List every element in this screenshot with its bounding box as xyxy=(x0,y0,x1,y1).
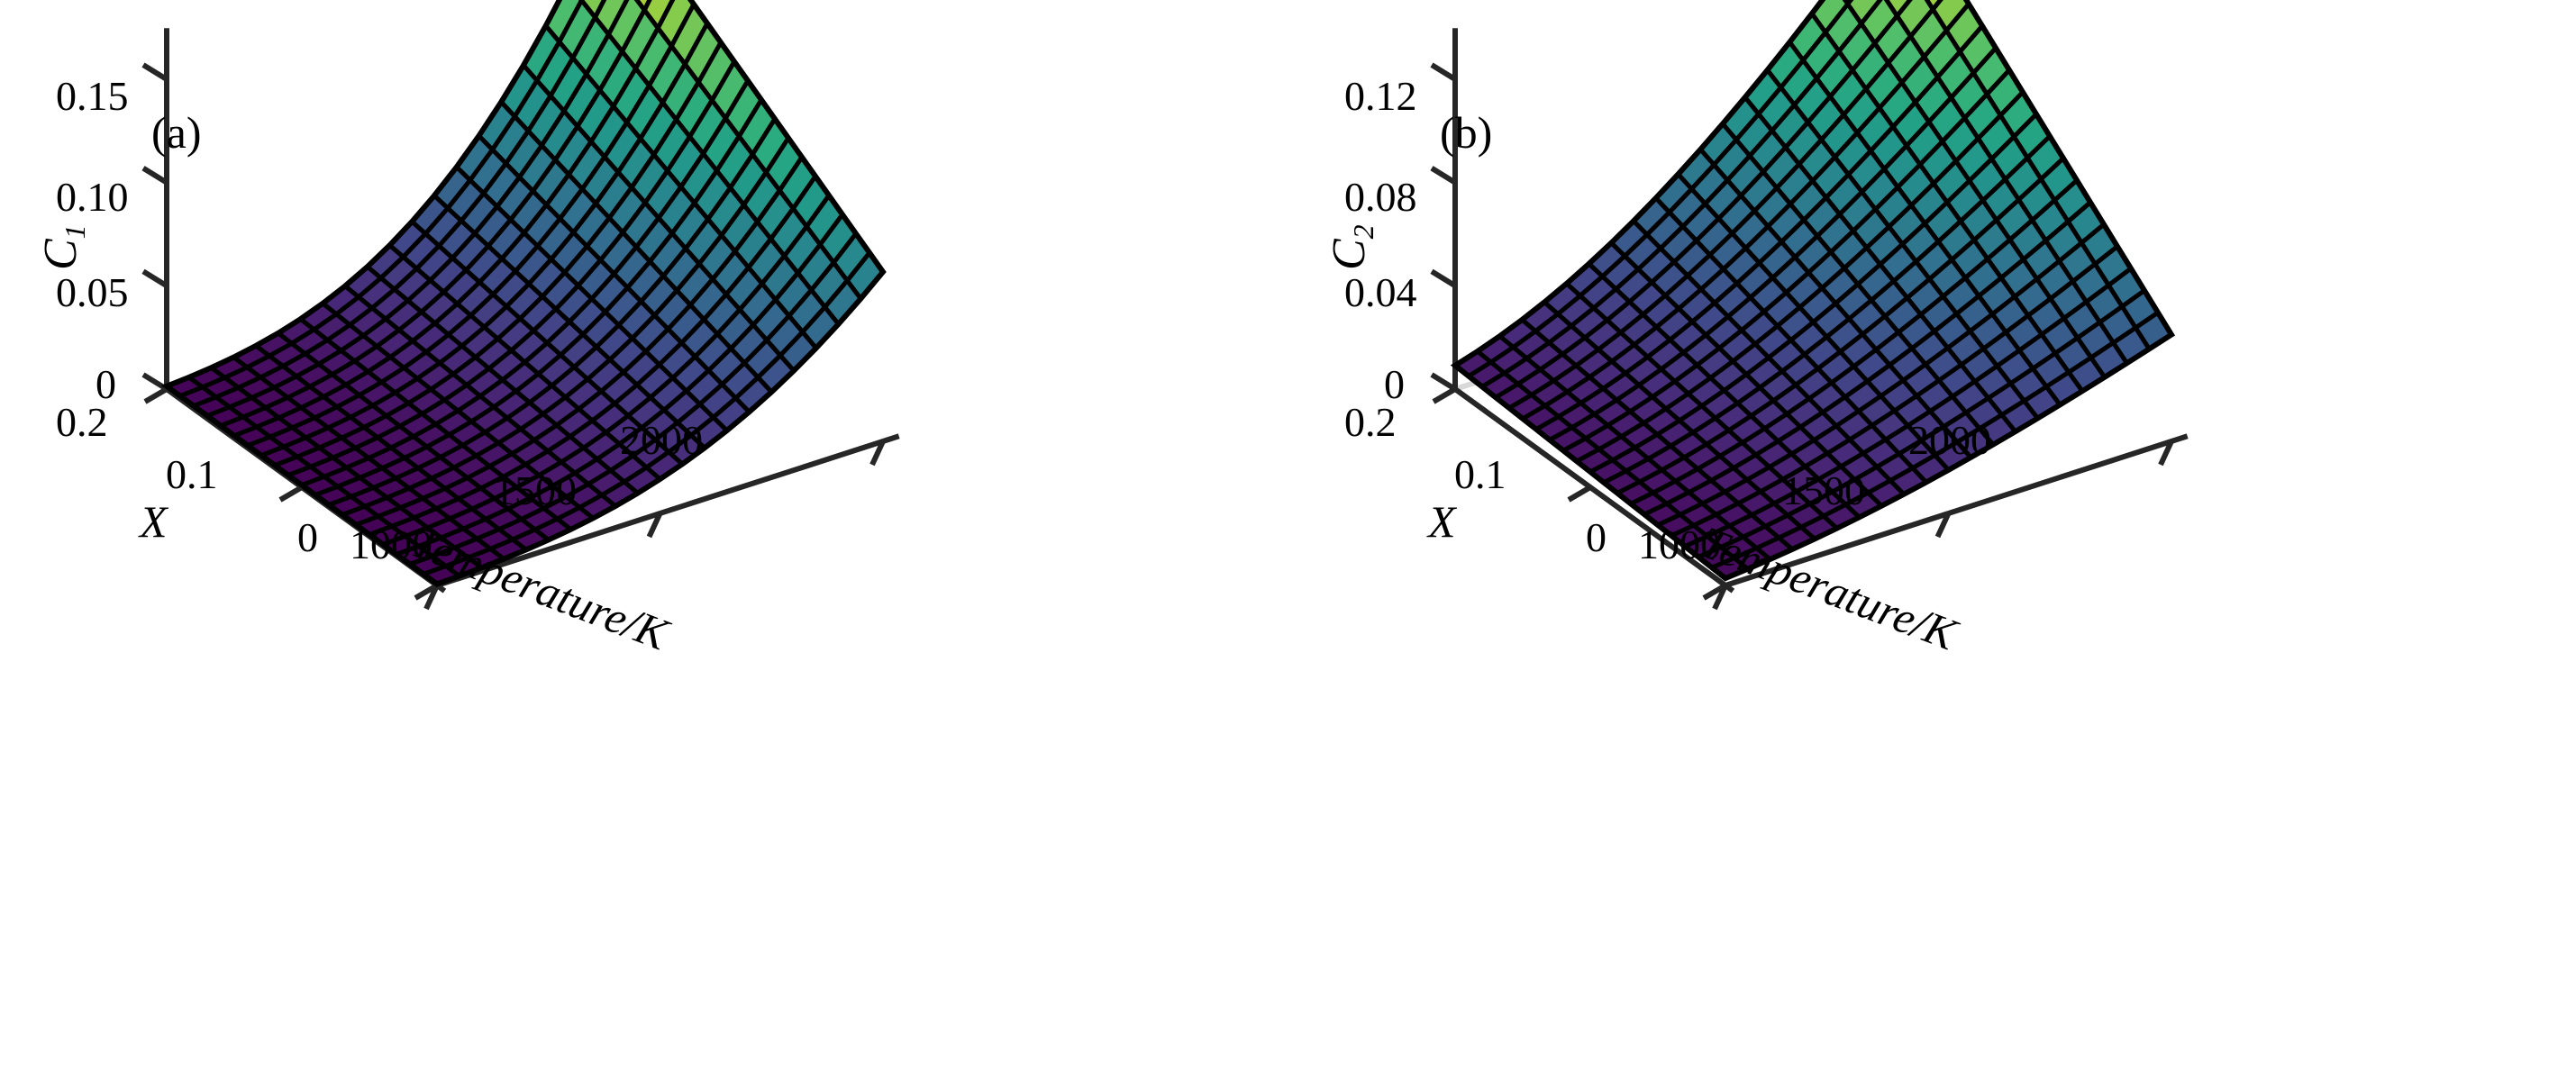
x-axis-label-a: X xyxy=(140,496,168,547)
z-tick-a-0: 0 xyxy=(96,361,116,407)
x-tick-a-2: 0 xyxy=(297,514,318,560)
y-tick-a-1: 1500 xyxy=(494,467,577,513)
x-tick-b-2: 0 xyxy=(1586,514,1607,560)
panel-b: (b) C2 0.12 0.08 0.04 0 0.2 0.1 0 X 1000… xyxy=(1288,0,2576,1088)
panel-label-a: (a) xyxy=(151,107,202,158)
y-tick-b-0: 1000 xyxy=(1638,521,1721,567)
x-tick-b-1: 0.1 xyxy=(1454,451,1506,497)
z-tick-b-2: 0.08 xyxy=(1344,174,1417,220)
y-tick-a-2: 2000 xyxy=(620,417,703,463)
z-tick-b-1: 0.04 xyxy=(1344,269,1417,315)
z-tick-a-2: 0.10 xyxy=(56,174,129,220)
y-tick-a-0: 1000 xyxy=(350,521,432,567)
x-tick-a-0: 0.2 xyxy=(56,399,108,445)
z-tick-a-3: 0.15 xyxy=(56,73,129,119)
x-tick-b-0: 0.2 xyxy=(1344,399,1397,445)
panel-label-b: (b) xyxy=(1440,107,1493,158)
z-axis-label-b-sub: 2 xyxy=(1347,224,1379,240)
z-tick-b-3: 0.12 xyxy=(1344,73,1417,119)
z-tick-a-1: 0.05 xyxy=(56,269,129,315)
z-axis-label-b-text: C xyxy=(1324,239,1375,270)
surface-plot-a xyxy=(141,0,900,611)
y-tick-b-2: 2000 xyxy=(1908,417,1991,463)
y-tick-b-1: 1500 xyxy=(1782,467,1865,513)
z-axis-label-a-sub: 1 xyxy=(59,224,91,240)
z-tick-b-0: 0 xyxy=(1384,361,1405,407)
x-axis-label-b: X xyxy=(1428,496,1456,547)
surface-plot-b xyxy=(1430,0,2189,611)
panel-a: (a) C1 0.15 0.10 0.05 0 0.2 0.1 0 X 1000… xyxy=(35,0,900,659)
x-tick-a-1: 0.1 xyxy=(166,451,218,497)
z-axis-label-a-text: C xyxy=(35,239,86,270)
